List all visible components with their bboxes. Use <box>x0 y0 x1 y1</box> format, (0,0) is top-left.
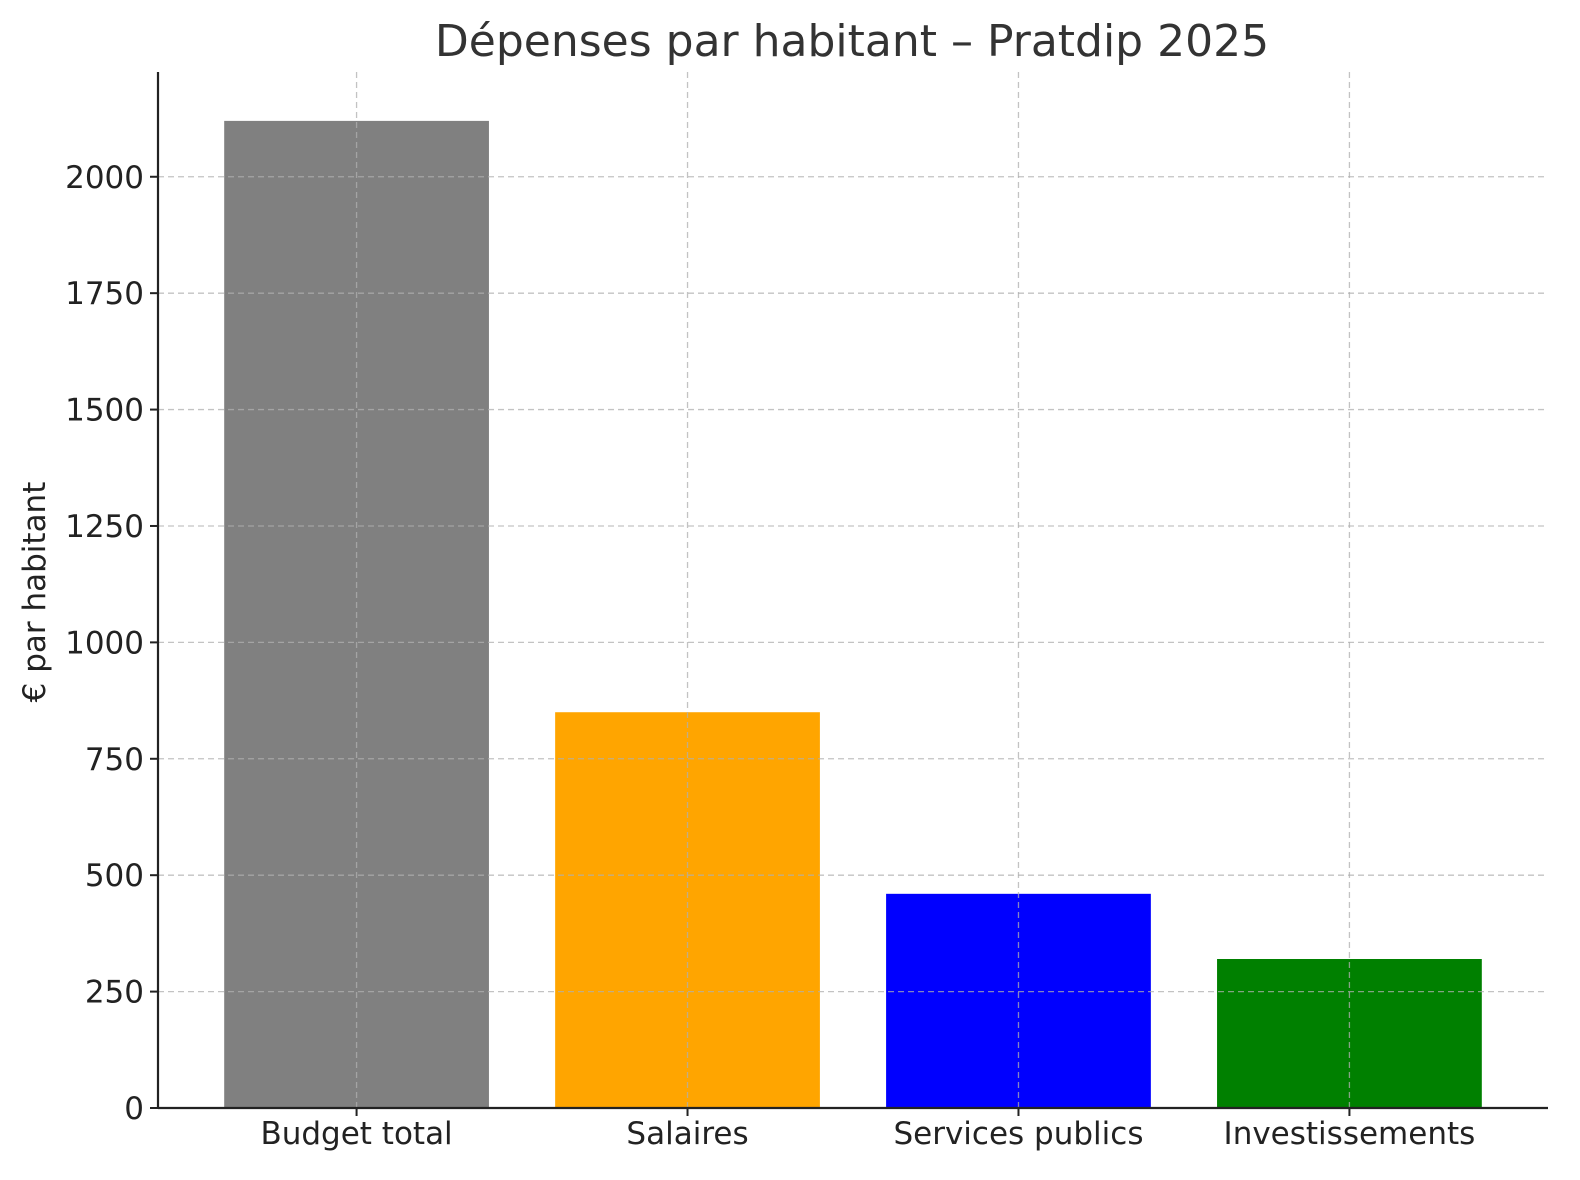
x-tick-label: Investissements <box>1224 1116 1476 1152</box>
y-axis-label: € par habitant <box>17 482 53 703</box>
y-tick-label: 500 <box>85 858 144 894</box>
x-tick-label: Budget total <box>260 1116 452 1152</box>
chart-title: Dépenses par habitant – Pratdip 2025 <box>435 16 1269 67</box>
y-tick-label: 2000 <box>65 160 144 196</box>
y-tick-label: 250 <box>85 975 144 1011</box>
y-tick-label: 750 <box>85 742 144 778</box>
y-tick-label: 0 <box>124 1091 144 1127</box>
x-tick-label: Salaires <box>626 1116 748 1152</box>
ticks: 0 250 500 750 1000 1250 1500 1750 2000 Budget tot… <box>65 160 1475 1152</box>
y-tick-label: 1500 <box>65 393 144 429</box>
bars <box>224 120 1482 1108</box>
axes <box>156 72 1548 1110</box>
x-tick-label: Services publics <box>893 1116 1143 1152</box>
bar-2 <box>555 712 820 1108</box>
y-tick-label: 1000 <box>65 625 144 661</box>
y-tick-label: 1250 <box>65 509 144 545</box>
y-tick-label: 1750 <box>65 276 144 312</box>
grid-lines <box>158 72 1548 1109</box>
